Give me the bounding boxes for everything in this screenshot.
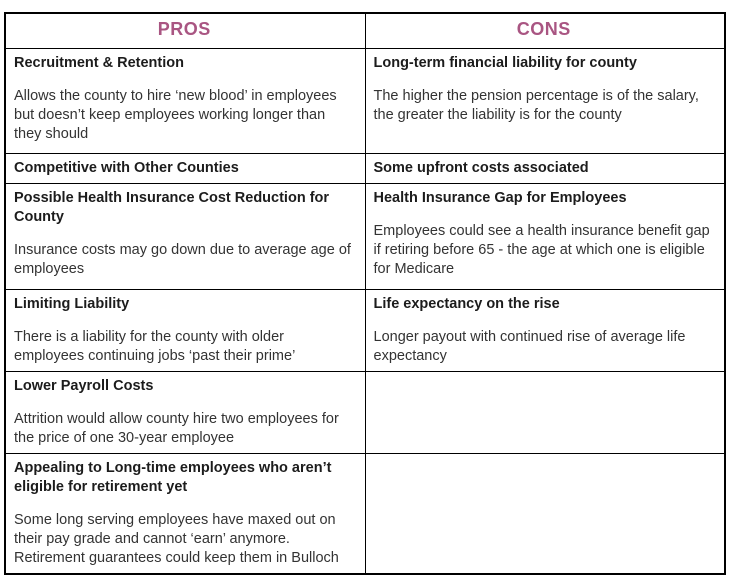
- cell-body: The higher the pension percentage is of …: [373, 87, 699, 123]
- table-row: Lower Payroll Costs Attrition would allo…: [4, 370, 726, 454]
- table-header-row: PROS CONS: [4, 12, 726, 49]
- pros-cell-appealing-longtime: Appealing to Long-time employees who are…: [4, 452, 366, 574]
- cell-title: Health Insurance Gap for Employees: [373, 189, 627, 206]
- pros-cell-health-insurance-reduction: Possible Health Insurance Cost Reduction…: [4, 182, 366, 290]
- cell-title: Life expectancy on the rise: [373, 295, 560, 312]
- cell-body: Longer payout with continued rise of ave…: [373, 328, 686, 364]
- cell-title: Appealing to Long-time employees who are…: [14, 459, 332, 495]
- table-row: Competitive with Other Counties Some upf…: [4, 152, 726, 184]
- pros-column-header: PROS: [4, 12, 366, 49]
- cell-title: Possible Health Insurance Cost Reduction…: [14, 189, 330, 225]
- cell-body: Employees could see a health insurance b…: [373, 222, 710, 277]
- cons-column-header: CONS: [364, 12, 726, 49]
- cell-body: Insurance costs may go down due to avera…: [14, 241, 351, 277]
- cell-title: Lower Payroll Costs: [14, 377, 154, 394]
- cell-body: Some long serving employees have maxed o…: [14, 511, 339, 566]
- pros-cons-table: PROS CONS Recruitment & Retention Allows…: [4, 12, 726, 575]
- cell-body: Allows the county to hire ‘new blood’ in…: [14, 87, 337, 142]
- pros-cell-competitive: Competitive with Other Counties: [4, 152, 366, 184]
- cell-body: Attrition would allow county hire two em…: [14, 410, 339, 446]
- pros-cell-limiting-liability: Limiting Liability There is a liability …: [4, 288, 366, 372]
- cons-cell-empty: [364, 452, 726, 574]
- cons-header-label: CONS: [516, 19, 571, 39]
- cell-title: Recruitment & Retention: [14, 54, 184, 71]
- pros-cell-lower-payroll: Lower Payroll Costs Attrition would allo…: [4, 370, 366, 454]
- cons-cell-upfront-costs: Some upfront costs associated: [364, 152, 726, 184]
- table-row: Appealing to Long-time employees who are…: [4, 452, 726, 574]
- cell-title: Some upfront costs associated: [373, 159, 589, 176]
- table-row: Limiting Liability There is a liability …: [4, 288, 726, 372]
- cell-title: Competitive with Other Counties: [14, 159, 239, 176]
- cons-cell-life-expectancy: Life expectancy on the rise Longer payou…: [364, 288, 726, 372]
- pros-cell-recruitment: Recruitment & Retention Allows the count…: [4, 47, 366, 154]
- cell-title: Limiting Liability: [14, 295, 130, 312]
- cons-cell-empty: [364, 370, 726, 454]
- table-row: Recruitment & Retention Allows the count…: [4, 47, 726, 154]
- pros-header-label: PROS: [157, 19, 211, 39]
- cons-cell-long-term-liability: Long-term financial liability for county…: [364, 47, 726, 154]
- table-row: Possible Health Insurance Cost Reduction…: [4, 182, 726, 290]
- cell-title: Long-term financial liability for county: [373, 54, 637, 71]
- cons-cell-health-insurance-gap: Health Insurance Gap for Employees Emplo…: [364, 182, 726, 290]
- cell-body: There is a liability for the county with…: [14, 328, 296, 364]
